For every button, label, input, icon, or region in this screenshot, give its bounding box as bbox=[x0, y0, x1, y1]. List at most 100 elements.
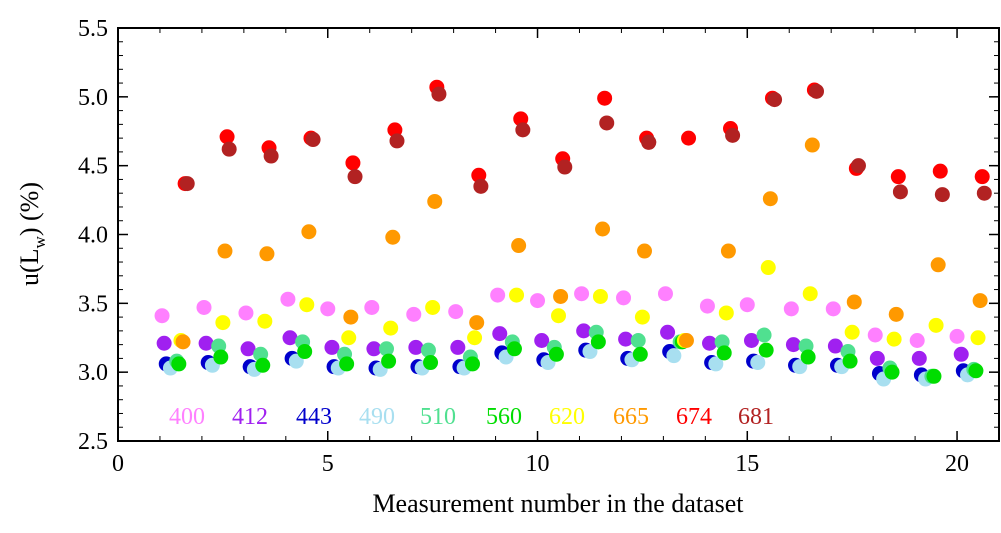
point-400 bbox=[280, 291, 296, 307]
point-665 bbox=[888, 306, 904, 322]
point-620 bbox=[425, 299, 441, 315]
point-681 bbox=[809, 83, 825, 99]
point-400 bbox=[657, 286, 673, 302]
point-560 bbox=[716, 345, 732, 361]
y-tick-label: 5.0 bbox=[78, 85, 108, 111]
point-400 bbox=[867, 327, 883, 343]
point-665 bbox=[343, 309, 359, 325]
plot-frame bbox=[117, 27, 1000, 442]
point-620 bbox=[592, 288, 608, 304]
point-665 bbox=[469, 315, 485, 331]
point-412 bbox=[953, 346, 969, 362]
point-560 bbox=[213, 349, 229, 365]
point-681 bbox=[767, 92, 783, 108]
legend-label-400: 400 bbox=[169, 404, 205, 430]
point-681 bbox=[850, 158, 866, 174]
y-axis-title-tail: ) (%) bbox=[15, 182, 44, 236]
point-674 bbox=[345, 155, 361, 171]
y-tick-labels: 2.5 3.0 3.5 4.0 4.5 5.0 5.5 bbox=[78, 16, 108, 455]
point-400 bbox=[364, 299, 380, 315]
point-681 bbox=[473, 178, 489, 194]
point-560 bbox=[842, 353, 858, 369]
point-510 bbox=[378, 341, 394, 357]
point-400 bbox=[739, 297, 755, 313]
point-620 bbox=[467, 330, 483, 346]
point-620 bbox=[970, 330, 986, 346]
point-620 bbox=[718, 305, 734, 321]
point-620 bbox=[634, 309, 650, 325]
point-620 bbox=[551, 308, 566, 324]
point-412 bbox=[702, 335, 718, 351]
point-674 bbox=[974, 169, 990, 185]
y-tick-label: 3.5 bbox=[78, 291, 108, 317]
point-681 bbox=[976, 185, 992, 201]
point-665 bbox=[804, 137, 820, 153]
point-674 bbox=[219, 129, 235, 145]
point-665 bbox=[511, 238, 527, 254]
point-412 bbox=[618, 331, 634, 347]
y-axis-title-main: u(L bbox=[15, 248, 44, 286]
axis-ticks bbox=[117, 27, 1000, 442]
x-tick-label: 10 bbox=[526, 451, 550, 477]
y-axis-title: u(Lw) (%) bbox=[15, 182, 49, 286]
point-620 bbox=[383, 320, 399, 336]
point-674 bbox=[890, 169, 906, 185]
point-665 bbox=[930, 257, 946, 273]
point-560 bbox=[171, 356, 187, 372]
y-tick-label: 5.5 bbox=[78, 16, 108, 42]
y-tick-label: 3.0 bbox=[78, 360, 108, 386]
point-510 bbox=[630, 333, 646, 349]
point-412 bbox=[198, 335, 214, 351]
x-tick-label: 20 bbox=[945, 451, 969, 477]
point-412 bbox=[408, 339, 424, 355]
point-674 bbox=[681, 130, 697, 146]
point-665 bbox=[385, 229, 401, 245]
point-400 bbox=[699, 298, 715, 314]
point-620 bbox=[509, 287, 525, 303]
point-681 bbox=[599, 115, 615, 131]
point-665 bbox=[846, 294, 862, 310]
point-400 bbox=[320, 301, 336, 317]
data-points bbox=[154, 79, 992, 387]
point-412 bbox=[869, 350, 885, 366]
point-560 bbox=[423, 355, 439, 371]
point-560 bbox=[464, 356, 480, 372]
point-681 bbox=[641, 134, 657, 150]
point-400 bbox=[616, 290, 632, 306]
point-681 bbox=[515, 122, 531, 138]
point-400 bbox=[949, 328, 965, 344]
x-axis-title: Measurement number in the dataset bbox=[372, 489, 744, 518]
point-560 bbox=[632, 346, 648, 362]
point-560 bbox=[381, 353, 397, 369]
point-412 bbox=[827, 338, 843, 354]
y-tick-label: 4.5 bbox=[78, 154, 108, 180]
point-412 bbox=[324, 339, 340, 355]
point-665 bbox=[678, 333, 694, 349]
point-620 bbox=[257, 313, 273, 329]
point-400 bbox=[574, 286, 590, 302]
point-412 bbox=[911, 350, 927, 366]
point-510 bbox=[756, 327, 772, 343]
point-400 bbox=[909, 333, 925, 349]
point-665 bbox=[637, 243, 653, 259]
point-400 bbox=[154, 308, 170, 324]
point-681 bbox=[725, 127, 741, 143]
point-665 bbox=[972, 293, 988, 309]
point-620 bbox=[886, 331, 902, 347]
point-665 bbox=[427, 193, 443, 209]
point-620 bbox=[215, 315, 231, 331]
point-681 bbox=[179, 176, 195, 192]
point-490 bbox=[708, 356, 724, 372]
point-620 bbox=[928, 317, 944, 333]
point-490 bbox=[750, 355, 766, 371]
point-412 bbox=[785, 337, 801, 353]
point-412 bbox=[282, 330, 298, 346]
point-412 bbox=[492, 326, 508, 342]
point-400 bbox=[448, 304, 464, 320]
point-681 bbox=[557, 159, 573, 175]
point-665 bbox=[175, 334, 191, 350]
legend-label-674: 674 bbox=[676, 404, 712, 430]
point-560 bbox=[506, 341, 522, 357]
point-665 bbox=[595, 221, 611, 237]
legend: 400 412 443 490 510 560 620 665 674 681 bbox=[169, 404, 774, 430]
